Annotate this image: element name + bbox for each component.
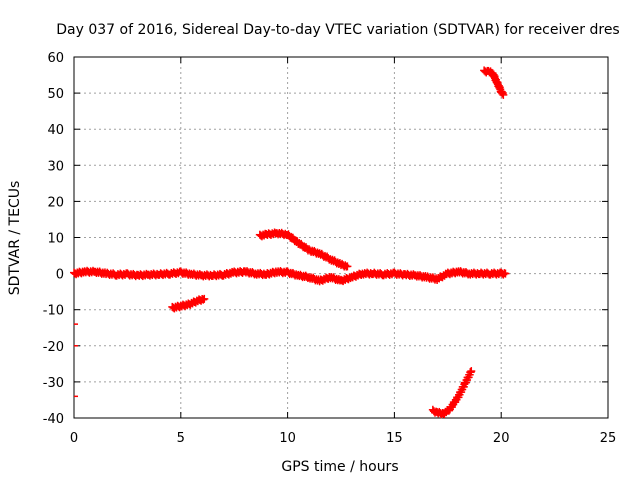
y-tick-label: 30 [47, 159, 64, 174]
data-layer [70, 66, 510, 419]
data-point [343, 262, 352, 271]
y-tick-label: 10 [47, 232, 64, 247]
y-tick-label: -40 [43, 412, 64, 427]
data-point [199, 295, 208, 304]
x-tick-label: 25 [600, 431, 617, 446]
x-tick-label: 20 [493, 431, 510, 446]
data-point [501, 269, 510, 278]
data-point [499, 90, 508, 99]
y-tick-label: -30 [43, 376, 64, 391]
y-tick-label: 0 [56, 268, 64, 283]
y-tick-label: 40 [47, 123, 64, 138]
y-tick-label: 60 [47, 51, 64, 66]
data-point [467, 367, 476, 376]
grid-layer [74, 57, 608, 418]
data-point [200, 294, 209, 303]
y-axis-title: SDTVAR / TECUs [7, 181, 23, 296]
y-tick-label: -20 [43, 340, 64, 355]
ticks-layer: 0 5 10 15 20 25 -40 -30 -20 -10 0 10 20 30 40 50 60 [43, 51, 617, 446]
y-tick-label: 50 [47, 87, 64, 102]
x-tick-label: 15 [386, 431, 403, 446]
y-tick-label: 20 [47, 195, 64, 210]
y-tick-label: -10 [43, 304, 64, 319]
x-tick-label: 0 [70, 431, 78, 446]
x-axis-title: GPS time / hours [281, 459, 398, 475]
chart-title: Day 037 of 2016, Sidereal Day-to-day VTE… [56, 22, 619, 38]
x-tick-label: 10 [279, 431, 296, 446]
x-tick-label: 5 [177, 431, 185, 446]
